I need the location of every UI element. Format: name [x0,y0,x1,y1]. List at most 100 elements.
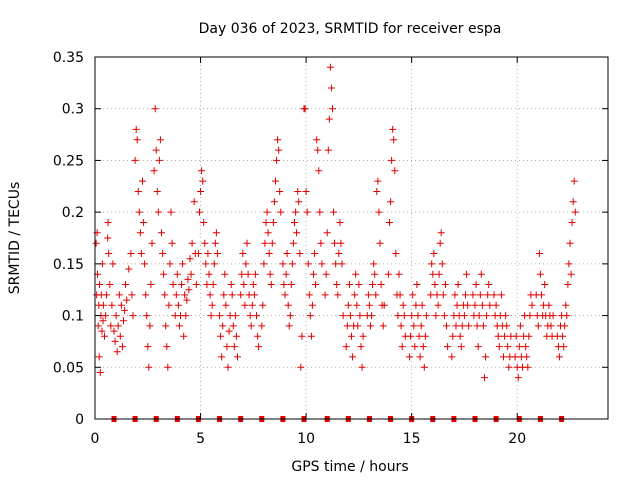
data-point [285,322,293,330]
data-point [427,291,435,299]
data-point [248,301,256,309]
data-point [444,343,452,351]
data-point [209,281,217,288]
data-point [112,312,120,320]
data-point [441,281,449,288]
data-point [560,343,568,351]
data-point [395,270,403,278]
data-point [190,198,198,206]
data-point [439,291,447,299]
data-point [355,281,363,288]
data-point [526,312,534,320]
data-point [315,167,323,175]
data-point [231,312,239,320]
data-point [430,250,438,257]
data-point [478,301,486,309]
data-point [522,343,530,351]
data-point [105,250,113,257]
data-point [313,136,321,144]
data-point [156,136,164,144]
data-point [477,270,485,278]
data-point [304,260,312,268]
data-point [182,312,190,320]
x-tick-label: 5 [196,431,205,447]
data-point [329,105,336,113]
data-point [326,63,334,71]
data-point [515,343,523,351]
data-point [463,270,471,278]
data-point [358,363,366,371]
data-point [399,301,407,309]
data-point [566,239,574,247]
data-point [128,291,136,299]
data-point [375,208,383,216]
data-point [192,281,200,288]
y-tick-label: 0.15 [53,257,84,273]
data-point [238,270,246,278]
data-point [412,301,420,309]
data-point [422,312,430,320]
data-point [502,312,510,320]
data-point [147,281,155,288]
data-point [298,332,306,340]
data-point [114,322,122,330]
data-point [486,301,494,309]
data-point [338,260,346,268]
data-point [460,312,468,320]
x-tick-label: 10 [297,431,315,447]
data-point [272,177,279,185]
data-point [380,301,388,309]
data-point [229,322,237,330]
data-point [416,353,424,361]
data-point [407,332,415,340]
data-point [125,265,133,273]
data-point [120,317,127,325]
y-axis-label: SRMTID / TECUs [7,182,23,295]
data-point [163,343,171,351]
data-point [352,270,360,278]
data-point [440,312,448,320]
data-point [289,239,297,247]
data-point [198,167,206,175]
data-point [295,198,303,206]
x-tick-label: 15 [403,431,421,447]
data-point [247,322,255,330]
data-point [434,301,442,309]
data-point [473,322,481,330]
data-point [351,291,359,299]
data-point [301,105,309,113]
data-point [291,219,298,226]
data-point [185,286,193,294]
data-point [227,281,235,288]
data-point [339,312,347,320]
data-point [367,322,374,330]
data-point [334,291,342,299]
grid [95,57,608,419]
data-point [485,281,493,288]
data-point [469,291,477,299]
data-point [180,332,188,340]
data-point [349,353,357,361]
data-point [181,291,189,299]
data-point [335,250,343,257]
data-point [118,343,126,351]
data-point [139,177,146,185]
data-point [284,301,292,309]
data-point [536,270,544,278]
data-point [453,301,461,309]
data-point [482,353,490,361]
data-point [265,250,273,257]
data-point [146,322,154,330]
data-point [196,208,203,216]
data-point [389,125,397,133]
data-point [479,322,487,330]
data-point [217,332,225,340]
data-point [201,239,209,247]
data-point [155,156,163,164]
data-point [535,250,543,257]
data-point [277,208,285,216]
data-point [261,239,269,247]
data-point [415,332,423,340]
data-point [332,260,340,268]
